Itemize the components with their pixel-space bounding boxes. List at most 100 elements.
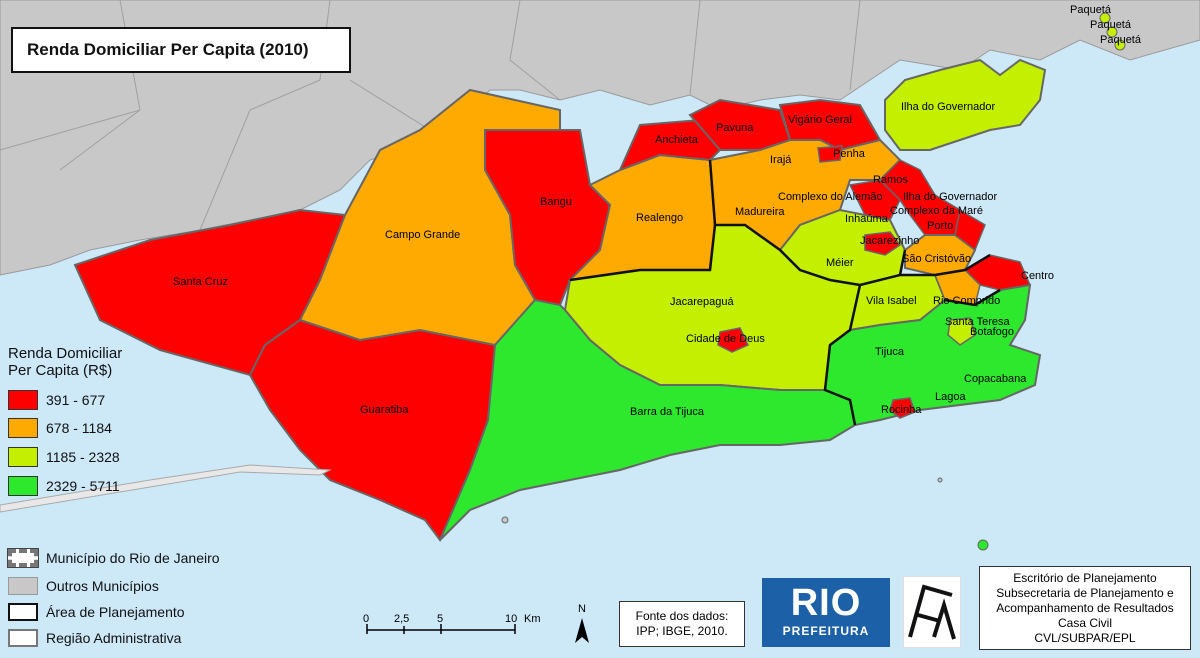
label-anchieta: Anchieta xyxy=(655,134,699,146)
label-copacabana: Copacabana xyxy=(964,373,1027,385)
ilha-do-governador xyxy=(884,58,1047,151)
label-jacarezinho: Jacarezinho xyxy=(860,235,919,247)
island xyxy=(1106,26,1118,38)
north-arrow: N xyxy=(575,603,589,643)
map-title: Renda Domiciliar Per Capita (2010) xyxy=(11,27,351,73)
label-rocinha: Rocinha xyxy=(881,404,922,416)
label-santa-cruz: Santa Cruz xyxy=(173,276,228,288)
region-rocinha xyxy=(889,397,916,419)
office-line2: Subsecretaria de Planejamento e xyxy=(996,585,1174,600)
label-tijuca: Tijuca xyxy=(875,346,905,358)
data-source: Fonte dos dados: IPP; IBGE, 2010. xyxy=(619,601,745,647)
region-porto xyxy=(954,208,986,252)
island xyxy=(501,516,509,524)
legend-swatch xyxy=(8,476,38,496)
label-iraja: Irajá xyxy=(770,154,792,166)
legend-symbol-label: Região Administrativa xyxy=(46,630,182,646)
office-line5: CVL/SUBPAR/EPL xyxy=(1034,630,1136,645)
legend-swatch xyxy=(8,418,38,438)
label-cidade-de-deus: Cidade de Deus xyxy=(686,333,765,345)
legend-item-class-1: 391 - 677 xyxy=(8,390,105,410)
legend-symbol-box xyxy=(8,577,38,595)
legend-item-class-3: 1185 - 2328 xyxy=(8,447,120,467)
office-line4: Casa Civil xyxy=(1057,615,1112,630)
label-botafogo: Botafogo xyxy=(970,326,1014,338)
label-rio-comprido: Rio Comprido xyxy=(933,295,1000,307)
legend-label: 678 - 1184 xyxy=(46,420,112,436)
region-sao-cristovao xyxy=(904,234,977,277)
source-line2: IPP; IBGE, 2010. xyxy=(636,624,728,638)
label-inhauma: Inhaúma xyxy=(845,213,889,225)
label-jacarepagua: Jacarepaguá xyxy=(670,296,734,308)
other-municipalities-lines xyxy=(0,0,861,231)
label-paqueta-2: Paquetá xyxy=(1090,19,1132,31)
scale-bar: 0 2,5 5 10 Km xyxy=(363,613,541,634)
island xyxy=(1114,39,1126,51)
island xyxy=(1099,12,1111,24)
legend-symbol-regiao: Região Administrativa xyxy=(8,627,181,649)
legend-label: 391 - 677 xyxy=(46,392,106,408)
office-line3: Acompanhamento de Resultados xyxy=(996,600,1174,615)
legend-label: 2329 - 5711 xyxy=(46,478,120,494)
label-paqueta-1: Paquetá xyxy=(1070,4,1112,16)
legend-item-class-2: 678 - 1184 xyxy=(8,418,112,438)
region-alemao xyxy=(848,179,901,221)
label-campo-grande: Campo Grande xyxy=(385,229,460,241)
planning-area-boundary xyxy=(569,159,1001,426)
label-complexo-mare: Complexo da Maré xyxy=(890,205,983,217)
region-barra-da-tijuca xyxy=(439,298,857,541)
scale-tick-3: 10 xyxy=(505,613,517,625)
restinga-marambaia xyxy=(0,464,332,513)
label-barra-da-tijuca: Barra da Tijuca xyxy=(630,406,705,418)
label-ramos: Ramos xyxy=(873,174,908,186)
legend-symbol-box xyxy=(7,548,39,568)
region-labels: Santa Cruz Campo Grande Bangu Realengo A… xyxy=(173,4,1142,418)
label-centro: Centro xyxy=(1021,270,1054,282)
legend-swatch xyxy=(8,447,38,467)
legend-symbol-label: Município do Rio de Janeiro xyxy=(46,550,220,566)
office-credit: Escritório de Planejamento Subsecretaria… xyxy=(979,566,1191,650)
label-ilha-governador-mid: Ilha do Governador xyxy=(903,191,998,203)
label-madureira: Madureira xyxy=(735,206,785,218)
legend-symbol-box xyxy=(8,629,38,647)
legend-symbol-label: Área de Planejamento xyxy=(46,604,185,620)
label-penha: Penha xyxy=(833,148,866,160)
epl-logo xyxy=(903,576,961,648)
scale-unit: Km xyxy=(524,613,541,625)
label-porto: Porto xyxy=(927,220,953,232)
scale-tick-2: 5 xyxy=(437,613,443,625)
island xyxy=(977,539,989,551)
legend-title: Renda Domiciliar Per Capita (R$) xyxy=(8,345,122,379)
label-paqueta-3: Paquetá xyxy=(1100,34,1142,46)
label-santa-teresa: Santa Teresa xyxy=(945,316,1011,328)
region-santa-teresa xyxy=(947,317,976,346)
scale-tick-1: 2,5 xyxy=(394,613,409,625)
label-meier: Méier xyxy=(826,257,854,269)
region-vigario-spot xyxy=(817,145,843,163)
label-realengo: Realengo xyxy=(636,212,683,224)
label-ilha-governador-top: Ilha do Governador xyxy=(901,101,996,113)
label-guaratiba: Guaratiba xyxy=(360,404,409,416)
epl-logo-mark xyxy=(908,584,956,640)
rio-logo-text: RIO xyxy=(790,582,862,624)
legend-symbol-outros: Outros Municípios xyxy=(8,575,159,597)
legend-symbol-box xyxy=(8,603,38,621)
region-cidade-de-deus xyxy=(717,327,750,353)
legend-title-line1: Renda Domiciliar xyxy=(8,345,123,362)
legend-symbol-label: Outros Municípios xyxy=(46,578,159,594)
legend-title-line2: Per Capita (R$) xyxy=(8,362,113,379)
source-line1: Fonte dos dados: xyxy=(635,609,729,623)
label-lagoa: Lagoa xyxy=(935,391,966,403)
legend-item-class-4: 2329 - 5711 xyxy=(8,476,120,496)
legend-swatch xyxy=(8,390,38,410)
scale-tick-0: 0 xyxy=(363,613,369,625)
label-pavuna: Pavuna xyxy=(716,122,754,134)
legend-symbol-municipio: Município do Rio de Janeiro xyxy=(7,547,220,569)
region-tijuca xyxy=(823,283,1042,427)
label-bangu: Bangu xyxy=(540,196,572,208)
office-line1: Escritório de Planejamento xyxy=(1013,570,1157,585)
label-vigario-geral: Vigário Geral xyxy=(788,114,852,126)
legend-label: 1185 - 2328 xyxy=(46,449,120,465)
north-label: N xyxy=(578,603,586,615)
